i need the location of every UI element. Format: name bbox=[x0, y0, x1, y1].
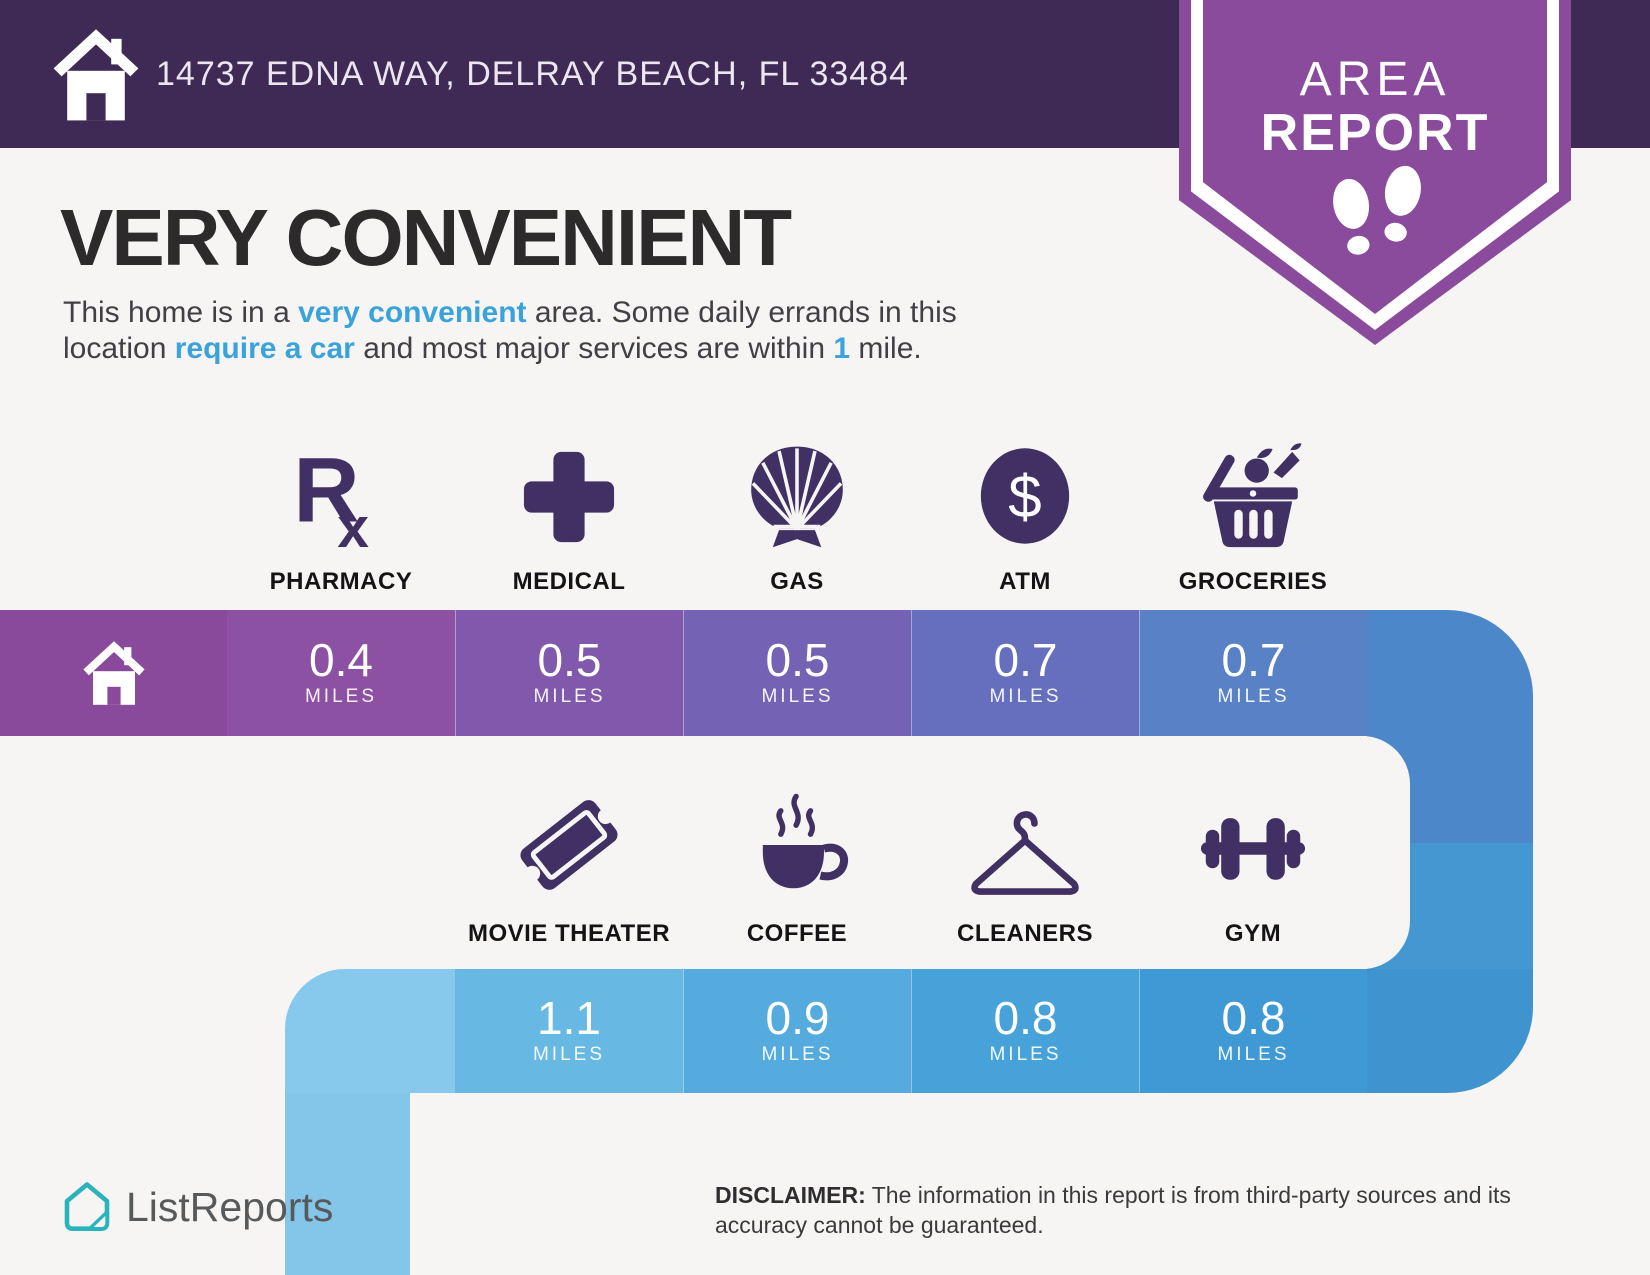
poi-atm: $ ATM bbox=[911, 430, 1139, 596]
medical-cross-icon bbox=[517, 445, 621, 554]
distance-cell-pharmacy: 0.4 MILES bbox=[227, 610, 455, 736]
poi-gym: GYM bbox=[1139, 782, 1367, 948]
distance-value: 0.5 bbox=[537, 634, 602, 686]
distance-unit: MILES bbox=[761, 686, 834, 707]
band-endcap bbox=[285, 969, 455, 1093]
coffee-cup-icon bbox=[743, 789, 851, 906]
svg-text:x: x bbox=[337, 497, 369, 549]
poi-label: COFFEE bbox=[746, 920, 848, 947]
gas-shell-icon bbox=[743, 443, 851, 554]
poi-gas: GAS bbox=[683, 430, 911, 596]
distance-value: 0.7 bbox=[1221, 634, 1286, 686]
poi-medical: MEDICAL bbox=[455, 430, 683, 596]
distance-cell-atm: 0.7 MILES bbox=[911, 610, 1139, 736]
distance-cell-medical: 0.5 MILES bbox=[455, 610, 683, 736]
distance-value: 0.7 bbox=[993, 634, 1058, 686]
distance-cell-gym: 0.8 MILES bbox=[1139, 969, 1367, 1093]
poi-coffee: COFFEE bbox=[683, 782, 911, 948]
home-icon bbox=[82, 641, 145, 705]
disclaimer-label: DISCLAIMER: bbox=[715, 1182, 866, 1208]
home-icon bbox=[52, 24, 140, 124]
poi-movie-theater: MOVIE THEATER bbox=[455, 782, 683, 948]
distance-unit: MILES bbox=[989, 1044, 1062, 1065]
distance-cell-movie-theater: 1.1 MILES bbox=[455, 969, 683, 1093]
disclaimer-text: DISCLAIMER: The information in this repo… bbox=[715, 1182, 1511, 1238]
distance-value: 0.5 bbox=[765, 634, 830, 686]
listreports-wordmark: ListReports bbox=[126, 1183, 334, 1230]
distance-unit: MILES bbox=[1217, 686, 1290, 707]
distance-unit: MILES bbox=[989, 686, 1062, 707]
poi-label: GYM bbox=[1224, 920, 1282, 947]
distance-unit: MILES bbox=[1217, 1044, 1290, 1065]
rx-icon: R x bbox=[286, 437, 396, 560]
grocery-basket-icon bbox=[1197, 437, 1309, 554]
poi-label: MOVIE THEATER bbox=[467, 920, 671, 947]
property-address: 14737 EDNA WAY, DELRAY BEACH, FL 33484 bbox=[156, 55, 909, 93]
band-tail-left bbox=[285, 1093, 410, 1275]
dumbbell-icon bbox=[1195, 795, 1311, 906]
distance-value: 0.8 bbox=[1221, 992, 1286, 1044]
listreports-icon bbox=[64, 1182, 110, 1231]
poi-pharmacy: R x PHARMACY bbox=[227, 430, 455, 596]
poi-label: GAS bbox=[770, 568, 824, 595]
distance-value: 0.4 bbox=[309, 634, 373, 686]
poi-groceries: GROCERIES bbox=[1139, 430, 1367, 596]
distance-cell-gas: 0.5 MILES bbox=[683, 610, 911, 736]
distance-cell-coffee: 0.9 MILES bbox=[683, 969, 911, 1093]
listreports-logo: ListReports bbox=[62, 1180, 333, 1234]
poi-cleaners: CLEANERS bbox=[911, 782, 1139, 948]
connector-segment bbox=[1367, 969, 1533, 1093]
distance-value: 1.1 bbox=[537, 992, 601, 1044]
poi-label: GROCERIES bbox=[1178, 568, 1328, 595]
poi-label: ATM bbox=[999, 568, 1051, 595]
distance-unit: MILES bbox=[304, 686, 378, 707]
distance-cell-groceries: 0.7 MILES bbox=[1139, 610, 1367, 736]
atm-dollar-icon: $ bbox=[972, 443, 1078, 554]
connector-inner-corner-left bbox=[410, 1093, 580, 1275]
area-report-badge: AREA REPORT bbox=[1179, 0, 1571, 345]
distance-cell-cleaners: 0.8 MILES bbox=[911, 969, 1139, 1093]
svg-text:R: R bbox=[293, 439, 359, 541]
intro-line-2: location require a car and most major se… bbox=[63, 332, 922, 365]
distance-unit: MILES bbox=[761, 1044, 834, 1065]
intro-line-1: This home is in a very convenient area. … bbox=[63, 296, 957, 329]
poi-label: MEDICAL bbox=[512, 568, 626, 595]
intro-paragraph: This home is in a very convenient area. … bbox=[63, 295, 957, 367]
hanger-icon bbox=[966, 797, 1084, 906]
footprints-icon bbox=[1321, 160, 1433, 271]
distance-value: 0.8 bbox=[993, 992, 1058, 1044]
distance-unit: MILES bbox=[532, 1044, 606, 1065]
ticket-icon bbox=[509, 785, 629, 906]
svg-text:$: $ bbox=[1008, 463, 1041, 530]
page-title: VERY CONVENIENT bbox=[60, 193, 792, 282]
badge-title-line2: REPORT bbox=[1260, 104, 1490, 162]
distance-unit: MILES bbox=[533, 686, 606, 707]
badge-title-line1: AREA bbox=[1299, 53, 1451, 106]
distance-value: 0.9 bbox=[765, 992, 830, 1044]
poi-label: PHARMACY bbox=[269, 568, 413, 595]
poi-label: CLEANERS bbox=[956, 920, 1093, 947]
home-band-segment bbox=[0, 610, 227, 736]
